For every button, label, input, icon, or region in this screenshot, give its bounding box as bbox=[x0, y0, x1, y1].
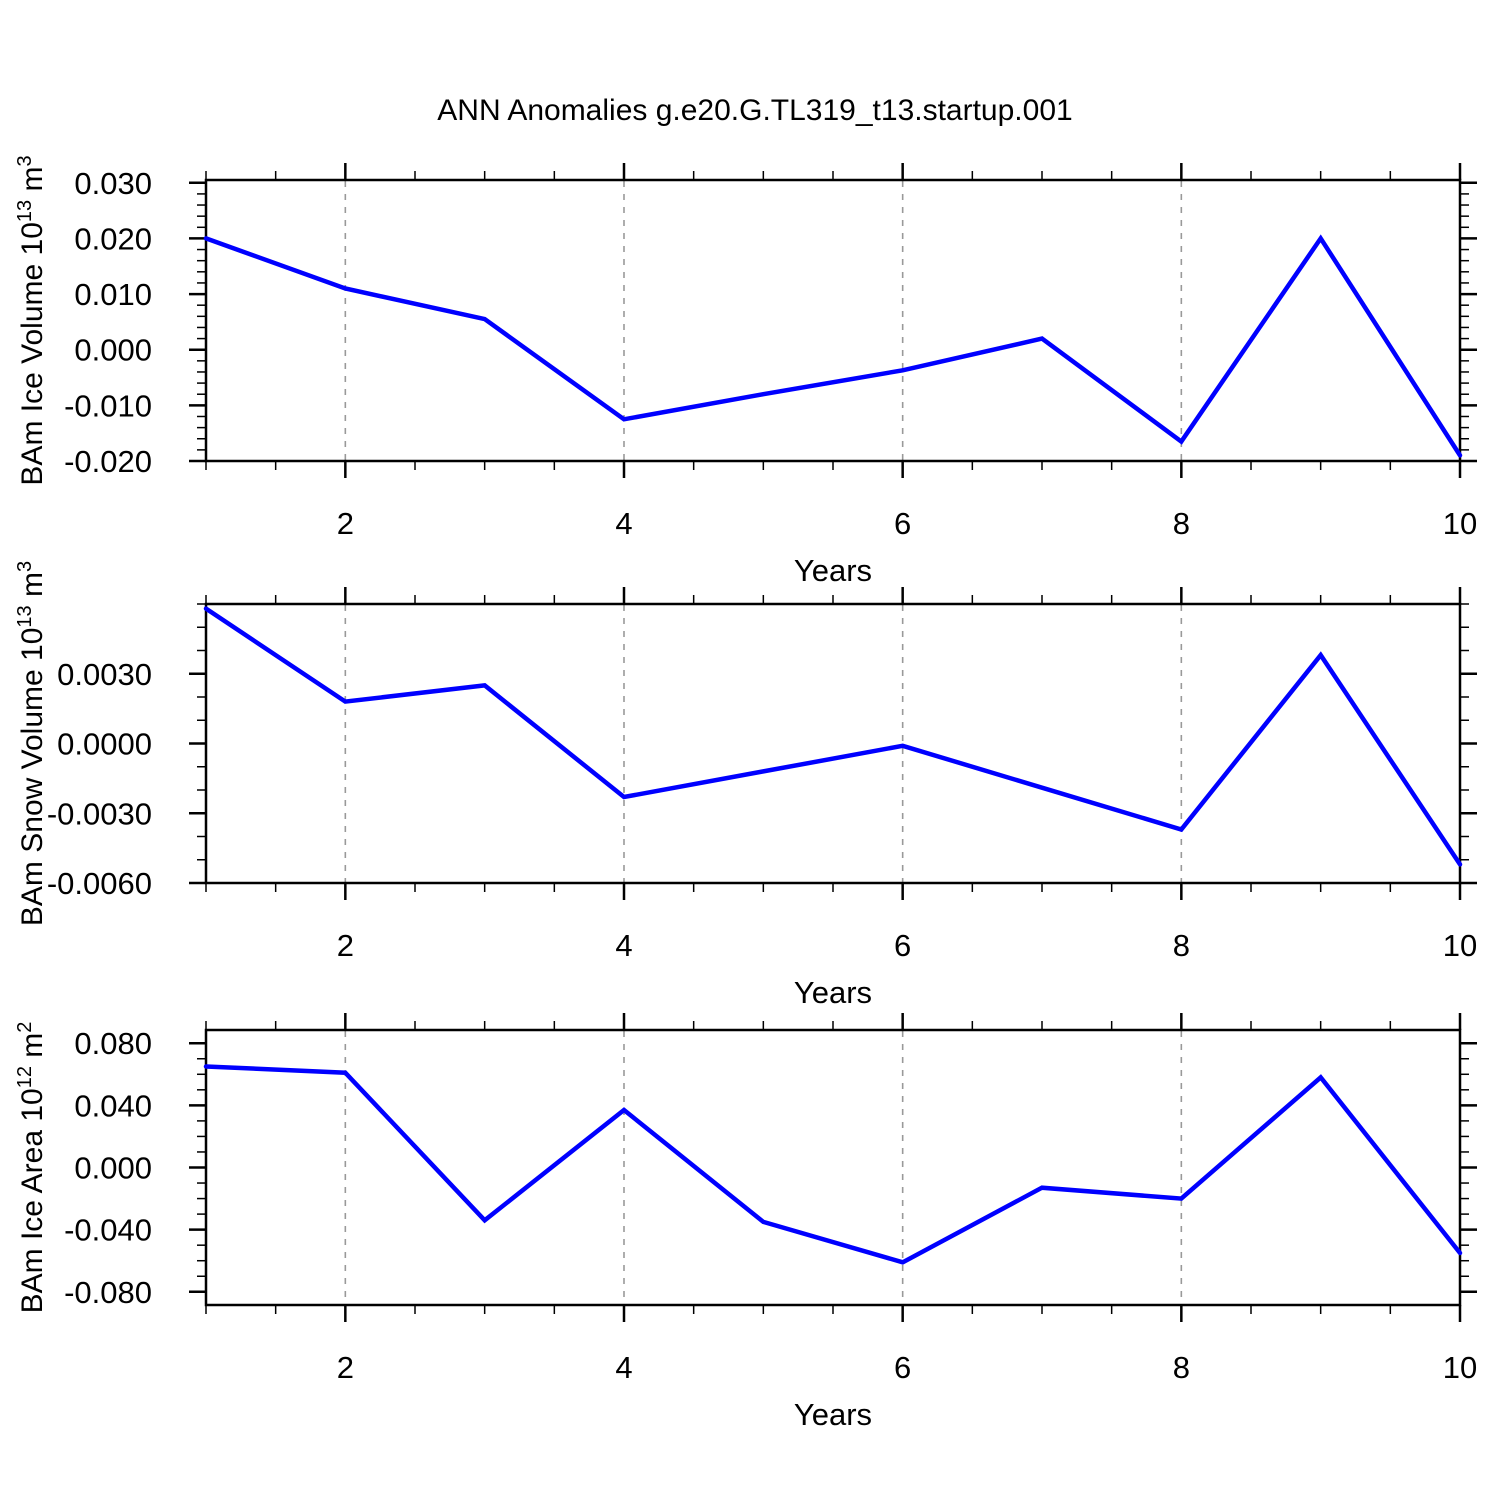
y-tick-label: 0.010 bbox=[74, 277, 152, 312]
y-axis-title-sup: 2 bbox=[14, 1022, 36, 1033]
x-tick-label: 8 bbox=[1173, 506, 1190, 541]
y-axis-title-text: BAm Snow Volume 10 bbox=[16, 628, 49, 927]
x-axis-title: Years bbox=[794, 975, 872, 1010]
y-axis-title: BAm Ice Volume 1013 m3 bbox=[14, 155, 49, 485]
x-tick-label: 10 bbox=[1443, 1350, 1477, 1385]
y-tick-label: 0.080 bbox=[74, 1026, 152, 1061]
y-axis-title-sup: 13 bbox=[14, 200, 36, 222]
y-tick-label: 0.0030 bbox=[57, 657, 152, 692]
y-tick-label: -0.080 bbox=[64, 1275, 152, 1310]
y-tick-label: 0.030 bbox=[74, 166, 152, 201]
plot-frame bbox=[204, 602, 1462, 885]
y-tick-label: 0.000 bbox=[74, 333, 152, 368]
y-axis-title-sup: 3 bbox=[14, 561, 36, 572]
x-tick-label: 4 bbox=[615, 928, 632, 963]
x-tick-label: 10 bbox=[1443, 506, 1477, 541]
y-axis-title-sup: 12 bbox=[14, 1066, 36, 1088]
plot-frame bbox=[204, 1028, 1462, 1307]
y-tick-label: 0.040 bbox=[74, 1088, 152, 1123]
series-line-snow-volume bbox=[203, 606, 1463, 867]
figure-title: ANN Anomalies g.e20.G.TL319_t13.startup.… bbox=[437, 94, 1073, 127]
x-axis-title: Years bbox=[794, 553, 872, 588]
y-tick-label: 0.020 bbox=[74, 221, 152, 256]
x-tick-label: 2 bbox=[337, 928, 354, 963]
x-tick-label: 6 bbox=[894, 506, 911, 541]
x-tick-label: 8 bbox=[1173, 1350, 1190, 1385]
y-tick-label: -0.010 bbox=[64, 388, 152, 423]
y-axis-title-sup: 13 bbox=[14, 605, 36, 627]
y-axis-title-text: BAm Ice Volume 10 bbox=[16, 222, 49, 485]
x-tick-label: 4 bbox=[615, 1350, 632, 1385]
panel-snow-volume: 2 4 6 8 10 0.0030 0.0000 -0.0030 -0.0060 Years BAm… bbox=[14, 561, 1477, 1010]
panel-ice-area: 2 4 6 8 10 0.080 0.040 0.000 -0.040 -0.080 Years BA… bbox=[14, 1013, 1477, 1432]
x-tick-label: 8 bbox=[1173, 928, 1190, 963]
x-tick-label: 10 bbox=[1443, 928, 1477, 963]
y-tick-label: 0.0000 bbox=[57, 727, 152, 762]
x-tick-label: 4 bbox=[615, 506, 632, 541]
y-tick-label: 0.000 bbox=[74, 1151, 152, 1186]
x-tick-label: 2 bbox=[337, 506, 354, 541]
y-axis-title-text: m bbox=[16, 1033, 49, 1066]
y-axis-title-text: BAm Ice Area 10 bbox=[16, 1088, 49, 1313]
x-tick-label: 6 bbox=[894, 928, 911, 963]
y-axis-title: BAm Snow Volume 1013 m3 bbox=[14, 561, 49, 926]
x-tick-label: 6 bbox=[894, 1350, 911, 1385]
plot-frame bbox=[204, 178, 1462, 463]
series-line-ice-area bbox=[203, 1064, 1463, 1265]
y-axis-title-text: m bbox=[16, 572, 49, 605]
y-tick-label: -0.0030 bbox=[47, 796, 152, 831]
y-tick-label: -0.0060 bbox=[47, 866, 152, 901]
y-axis-title-text: m bbox=[16, 167, 49, 200]
y-axis-title-sup: 3 bbox=[14, 155, 36, 166]
x-axis-title: Years bbox=[794, 1397, 872, 1432]
x-tick-label: 2 bbox=[337, 1350, 354, 1385]
series-line-ice-volume bbox=[203, 234, 1463, 458]
y-axis-title: BAm Ice Area 1012 m2 bbox=[14, 1022, 49, 1314]
y-tick-label: -0.020 bbox=[64, 444, 152, 479]
y-tick-label: -0.040 bbox=[64, 1213, 152, 1248]
panel-ice-volume: 2 4 6 8 10 0.030 0.020 0.010 0.000 -0.010 -0.020 Ye… bbox=[14, 155, 1477, 588]
